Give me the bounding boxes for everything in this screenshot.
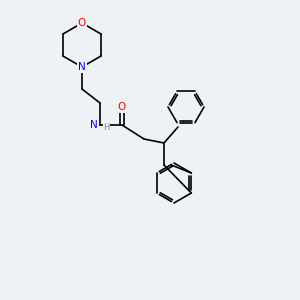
Text: H: H: [103, 122, 110, 131]
Text: O: O: [78, 18, 86, 28]
Text: N: N: [78, 62, 86, 72]
Text: O: O: [118, 102, 126, 112]
Text: N: N: [90, 120, 98, 130]
